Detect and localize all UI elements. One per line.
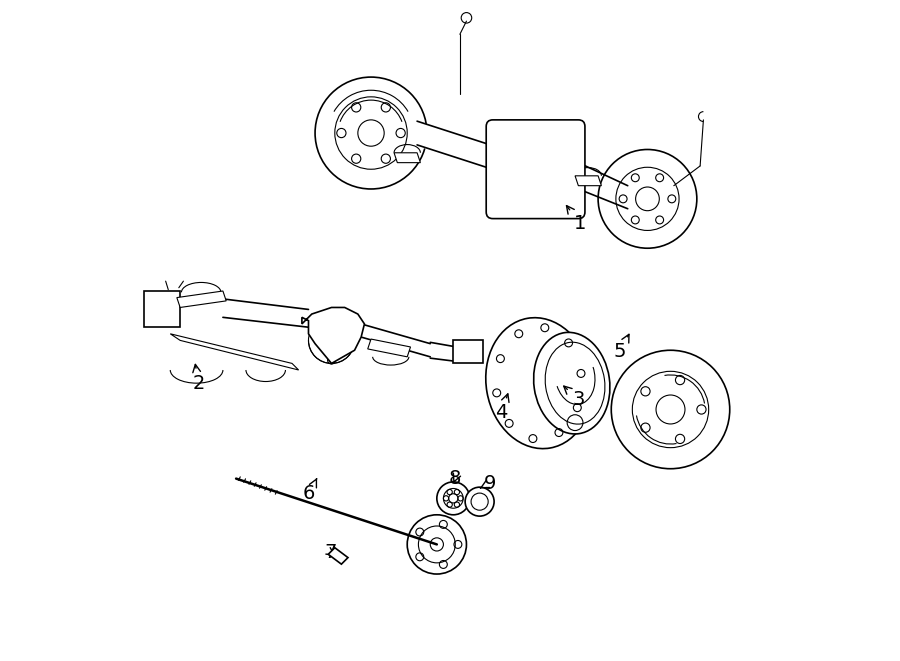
Circle shape — [465, 487, 494, 516]
Text: 9: 9 — [481, 474, 496, 492]
Polygon shape — [176, 291, 226, 307]
FancyBboxPatch shape — [144, 291, 180, 327]
Polygon shape — [170, 334, 299, 370]
Text: 8: 8 — [449, 469, 462, 488]
Text: 5: 5 — [614, 334, 629, 361]
Text: 3: 3 — [563, 386, 584, 409]
Polygon shape — [394, 153, 420, 163]
Text: 7: 7 — [324, 543, 337, 562]
Text: 2: 2 — [193, 364, 204, 393]
Text: 4: 4 — [495, 394, 509, 422]
Polygon shape — [368, 339, 410, 357]
Ellipse shape — [486, 318, 592, 449]
Text: 1: 1 — [566, 206, 587, 233]
Text: 6: 6 — [303, 479, 317, 503]
Polygon shape — [575, 176, 601, 186]
FancyBboxPatch shape — [486, 120, 585, 219]
Ellipse shape — [534, 332, 610, 434]
Polygon shape — [302, 307, 364, 364]
Polygon shape — [328, 548, 348, 564]
FancyBboxPatch shape — [454, 340, 483, 364]
Circle shape — [436, 482, 470, 515]
